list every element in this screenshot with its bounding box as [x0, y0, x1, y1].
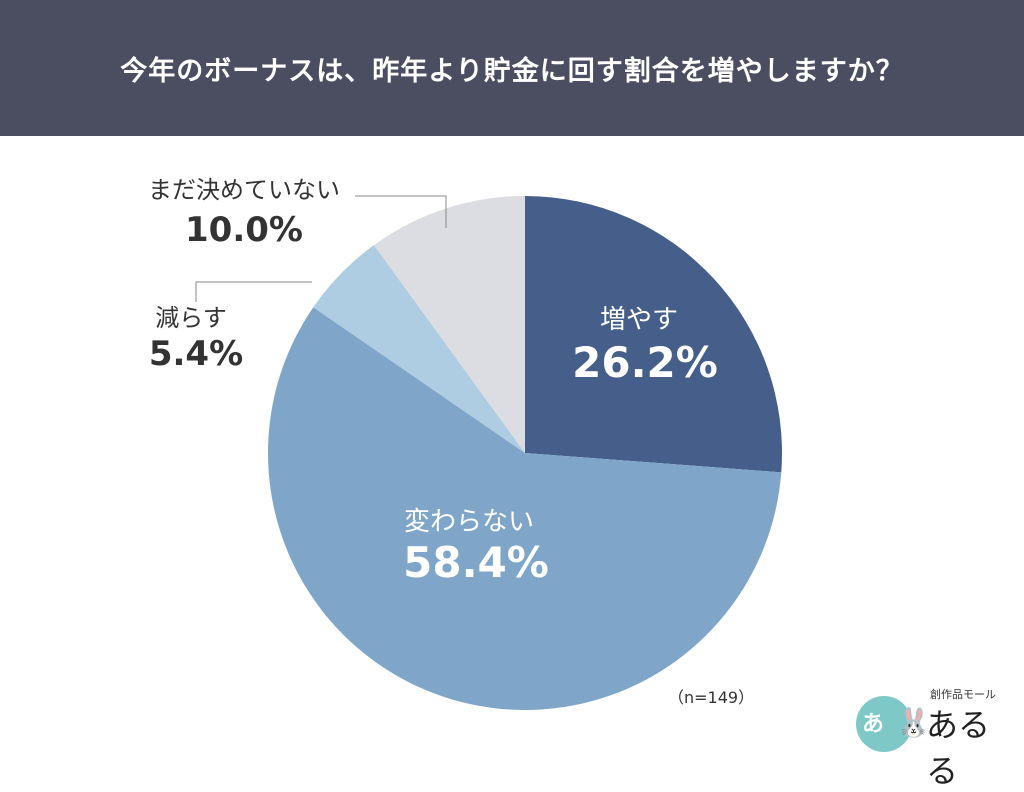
slice-label: 変わらない [404, 507, 534, 537]
leader-line [195, 281, 312, 302]
logo-wordmark: あるる [926, 706, 991, 790]
pie-slice [525, 196, 782, 473]
rabbit-icon: 🐰 [896, 706, 931, 739]
logo-circle [856, 696, 912, 752]
pie-slice [313, 245, 525, 453]
pie-slice [267, 307, 782, 710]
sample-size-note: （n=149） [668, 688, 755, 707]
slice-value-label: 5.4% [149, 334, 243, 374]
title-bar: 今年のボーナスは、昨年より貯金に回す割合を増やしますか？ [0, 0, 1024, 136]
slice-value-label: 26.2% [572, 338, 718, 387]
logo-circle-text: あ [862, 712, 885, 737]
slice-value-label: 58.4% [403, 538, 549, 587]
logo-subtitle: 創作品モール [930, 688, 996, 701]
slice-value-label: 10.0% [185, 210, 303, 250]
slice-label: まだ決めていない [148, 176, 340, 204]
slice-label: 減らす [155, 304, 227, 332]
slice-label: 増やす [600, 305, 678, 335]
chart-title: 今年のボーナスは、昨年より貯金に回す割合を増やしますか？ [120, 55, 904, 87]
leader-line [355, 195, 447, 228]
brand-logo: あ 🐰 創作品モール あるる [852, 686, 1012, 790]
pie-slice [373, 196, 525, 453]
